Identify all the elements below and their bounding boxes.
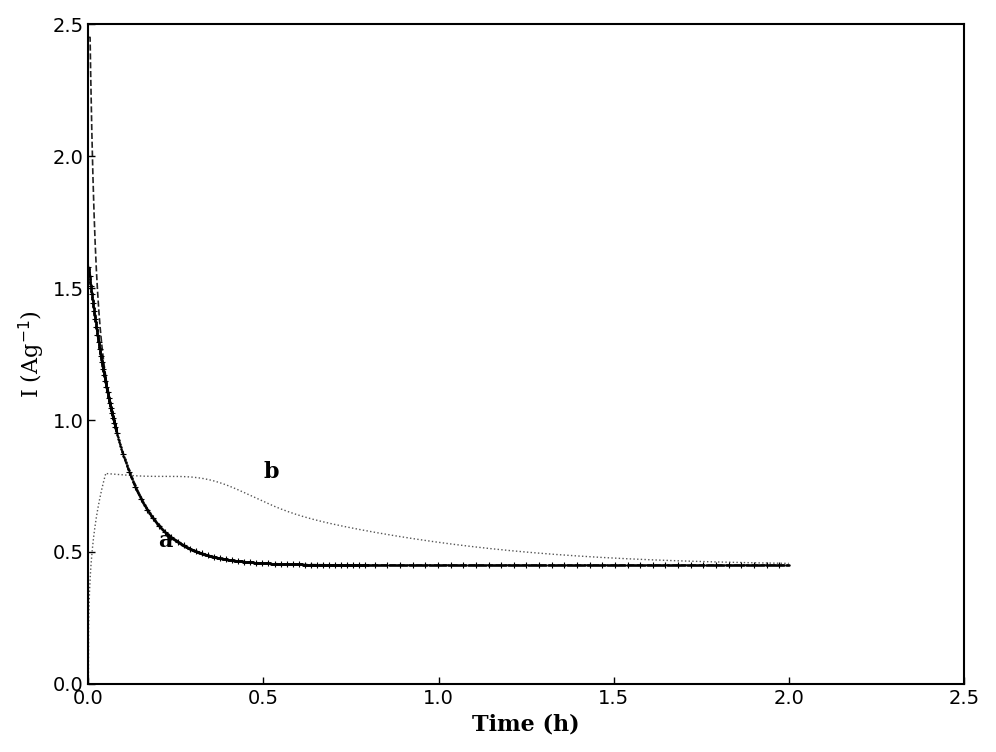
Text: b: b	[264, 461, 279, 483]
X-axis label: Time (h): Time (h)	[472, 714, 580, 735]
Text: a: a	[158, 529, 173, 552]
Y-axis label: I (Ag$^{-1}$): I (Ag$^{-1}$)	[17, 311, 47, 398]
